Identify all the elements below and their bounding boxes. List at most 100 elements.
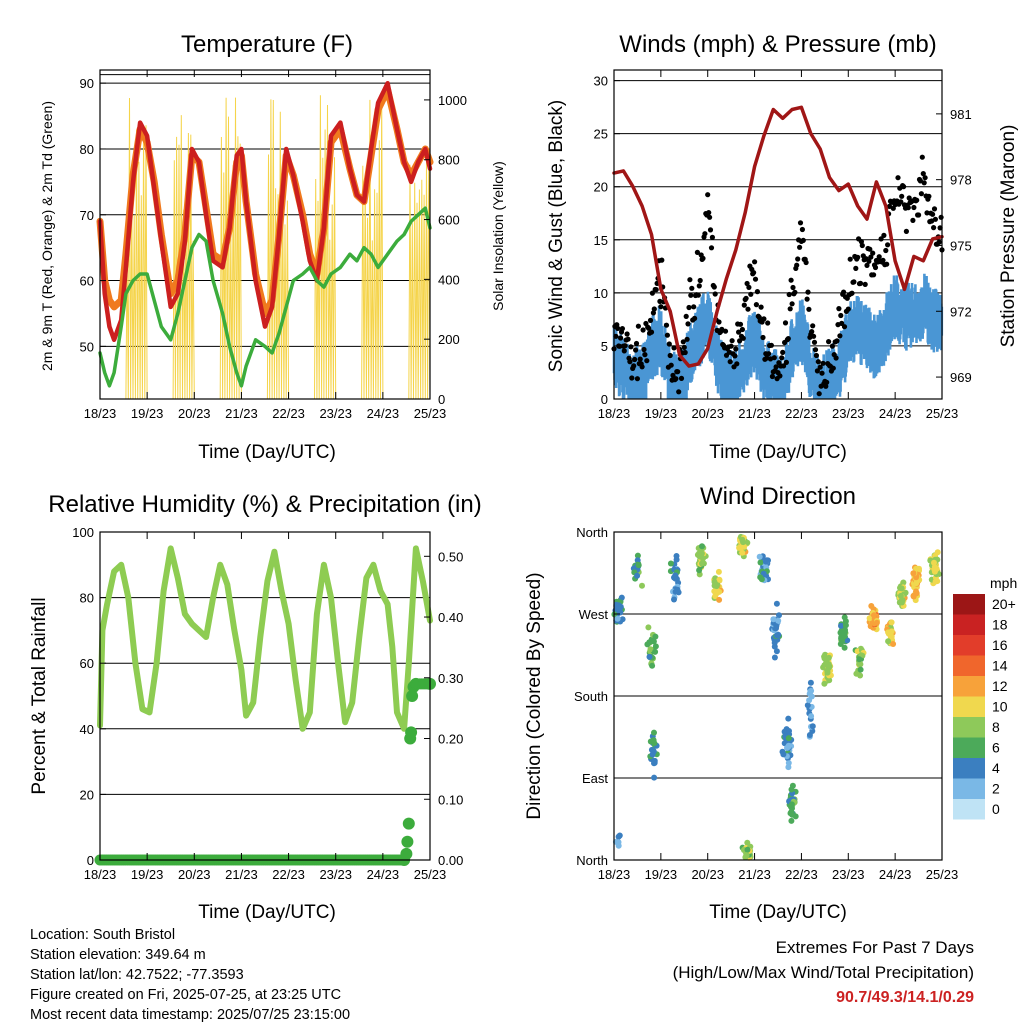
- gust-point: [739, 326, 746, 333]
- gust-point: [866, 258, 872, 264]
- y2-tick-label: 978: [950, 173, 972, 188]
- y-tick-label: 100: [72, 525, 94, 540]
- direction-point: [771, 639, 778, 646]
- gust-point: [666, 341, 672, 347]
- gust-point: [737, 321, 744, 327]
- gust-point: [813, 352, 820, 359]
- panel-humidity: 18/23 19/23 20/23 21/23 22/23 23/23 24/23 25/23…: [29, 491, 482, 923]
- extremes-box: Extremes For Past 7 Days (High/Low/Max W…: [673, 935, 974, 1010]
- recent-text: Most recent data timestamp: 2025/07/25 2…: [30, 1007, 351, 1023]
- direction-point: [672, 588, 679, 595]
- gust-point: [806, 306, 812, 312]
- gust-point: [901, 184, 907, 190]
- gust-point: [696, 283, 702, 289]
- gust-point: [766, 351, 772, 357]
- gust-point: [919, 154, 925, 160]
- gust-point: [851, 279, 857, 285]
- x-tick-label: 20/23: [178, 867, 211, 882]
- gust-point: [734, 361, 740, 367]
- gust-point: [910, 217, 916, 223]
- direction-point: [785, 742, 792, 749]
- gust-point: [876, 254, 882, 260]
- gust-point: [773, 364, 779, 370]
- x-tick-label: 18/23: [84, 867, 117, 882]
- gust-point: [740, 335, 746, 341]
- gust-point: [797, 220, 804, 226]
- direction-point: [618, 594, 625, 601]
- direction-point: [762, 558, 769, 565]
- gust-point: [824, 379, 830, 385]
- gust-point: [777, 373, 783, 379]
- y-tick-label: 60: [80, 656, 94, 671]
- y2-tick-label: 0.40: [438, 610, 463, 625]
- gust-point: [664, 332, 671, 338]
- direction-point: [838, 622, 844, 629]
- direction-point: [840, 630, 847, 637]
- y-tick-label: 60: [80, 274, 94, 289]
- y2-tick-label: 0.30: [438, 671, 463, 686]
- x-axis-label: Time (Day/UTC): [198, 442, 336, 463]
- gust-point: [867, 246, 873, 252]
- gust-point: [752, 276, 759, 282]
- gust-point: [752, 259, 758, 265]
- direction-point: [615, 839, 622, 846]
- x-tick-label: 20/23: [691, 867, 724, 882]
- gust-point: [707, 227, 714, 233]
- gust-point: [732, 353, 738, 359]
- extremes-title: Extremes For Past 7 Days: [775, 938, 974, 957]
- legend-swatch: [953, 758, 985, 779]
- direction-point: [913, 588, 919, 595]
- direction-point: [873, 619, 880, 626]
- location-text: Location: South Bristol: [30, 927, 176, 943]
- latlon-text: Station lat/lon: 42.7522; -77.3593: [30, 967, 244, 983]
- direction-point: [885, 638, 892, 645]
- direction-point: [857, 672, 864, 679]
- gust-point: [727, 359, 733, 365]
- gust-point: [809, 329, 815, 335]
- direction-point: [788, 801, 795, 808]
- direction-point: [792, 813, 799, 820]
- temp-2m-line: [97, 80, 433, 343]
- plot-frame: [613, 69, 943, 400]
- gust-point: [707, 214, 713, 220]
- gust-point: [745, 306, 751, 312]
- legend-swatch: [953, 696, 985, 717]
- gust-point: [857, 280, 864, 286]
- gust-point: [658, 304, 664, 310]
- gust-point: [781, 363, 787, 369]
- gust-point: [810, 323, 816, 329]
- direction-point: [744, 846, 751, 853]
- direction-point: [716, 588, 723, 595]
- y-tick-label: 25: [594, 127, 608, 142]
- gust-point: [805, 289, 811, 295]
- gust-point: [924, 210, 930, 216]
- direction-point: [615, 603, 622, 610]
- y2-tick-label: 800: [438, 153, 460, 168]
- x-tick-label: 21/23: [225, 867, 258, 882]
- gust-point: [833, 355, 839, 361]
- direction-point: [776, 612, 782, 619]
- y-tick-label: 80: [80, 142, 94, 157]
- y-tick-label: West: [579, 607, 609, 622]
- legend-label: 8: [992, 719, 1000, 735]
- gust-point: [779, 355, 785, 361]
- y-tick-label: 20: [594, 180, 608, 195]
- gust-point: [885, 242, 891, 248]
- legend-label: 10: [992, 699, 1008, 715]
- gust-point: [706, 210, 712, 216]
- x-tick-label: 24/23: [879, 406, 912, 421]
- direction-point: [785, 760, 792, 766]
- gust-point: [872, 264, 879, 271]
- x-tick-label: 19/23: [645, 867, 678, 882]
- precip-point: [400, 847, 413, 860]
- station-info: Location: South Bristol Station elevatio…: [30, 925, 350, 1025]
- gust-point: [858, 239, 865, 245]
- gust-point: [667, 352, 673, 359]
- gust-point: [871, 272, 877, 278]
- gust-point: [803, 259, 809, 266]
- gust-point: [918, 191, 925, 197]
- gust-point: [673, 376, 679, 382]
- legend-label: 12: [992, 678, 1008, 694]
- extremes-values: 90.7/49.3/14.1/0.29: [836, 989, 974, 1006]
- gust-point: [647, 317, 654, 323]
